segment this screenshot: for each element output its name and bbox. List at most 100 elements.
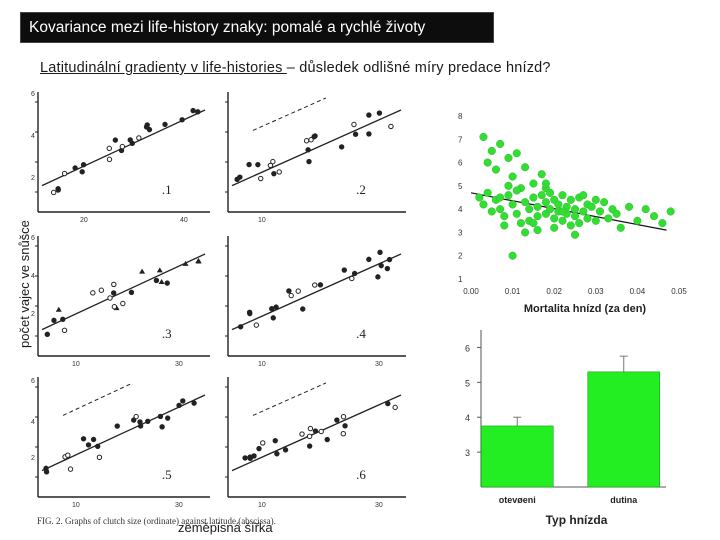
bar-y-tick-label: 5 [465, 378, 470, 388]
panel-point [179, 117, 185, 123]
panel-point [133, 413, 139, 420]
panel-point [386, 256, 393, 263]
panel-point [366, 256, 372, 263]
mortality-x-axis-label: Mortalita hnízd (za den) [524, 303, 647, 315]
panel-tick-label: 6 [31, 378, 35, 385]
panel-point [43, 469, 50, 475]
panel-point [306, 433, 313, 440]
panel-point [111, 304, 118, 310]
panel-point [65, 452, 71, 458]
mortality-data-point [550, 223, 559, 232]
panel-point [295, 288, 301, 294]
panel-point [114, 423, 120, 429]
panel-point [286, 288, 292, 294]
mortality-data-point [570, 230, 580, 239]
panel-point [247, 455, 253, 461]
panel-point [234, 176, 240, 183]
bar [480, 425, 554, 488]
panel-point [67, 466, 74, 472]
mortality-data-point [521, 228, 530, 237]
mortality-data-point [612, 209, 621, 218]
mortality-data-point [666, 207, 675, 216]
panel-point [341, 267, 348, 273]
mortality-data-point [587, 202, 596, 211]
mortality-data-point [554, 200, 563, 209]
mortality-data-point [625, 202, 634, 211]
mortality-data-point [545, 205, 555, 214]
panel-point [51, 317, 57, 324]
mortality-data-point [529, 219, 538, 228]
mortality-data-point [516, 219, 525, 228]
panel-point [349, 275, 355, 282]
bar-category-label: otevøeni [499, 495, 536, 505]
panel-point [288, 292, 294, 299]
panel-point [164, 280, 170, 286]
panel-point [162, 121, 168, 128]
panel-point [312, 428, 319, 434]
panel-point [247, 310, 253, 317]
panel-point [317, 282, 324, 288]
bar-y-tick-label: 3 [465, 448, 470, 458]
mortality-data-point [533, 212, 542, 221]
mortality-data-point [550, 214, 559, 223]
mortality-data-point [521, 198, 530, 207]
panel-point [338, 144, 345, 150]
mortality-data-point [575, 219, 584, 228]
mortality-data-point [504, 153, 513, 162]
panel-point [303, 138, 310, 144]
mortality-y-tick-label: 5 [458, 182, 463, 191]
panel-point [127, 137, 133, 143]
panel-point [366, 112, 372, 118]
panel-regression-line [41, 253, 206, 331]
panel-label: .1 [162, 182, 172, 197]
panel-point [153, 277, 160, 284]
panel-point [366, 131, 372, 137]
latitude-panel: .4 [225, 236, 406, 357]
panel-point [190, 107, 196, 114]
panel-point [307, 425, 314, 432]
mortality-data-point [533, 202, 542, 211]
mortality-data-point [558, 207, 567, 216]
left-y-axis-label: počet vajec ve snůšce [17, 220, 32, 348]
panel-tick-label: 10 [72, 502, 80, 509]
mortality-data-point [504, 181, 513, 190]
panel-regression-line [231, 253, 402, 331]
panel-point [158, 279, 165, 285]
panel-point [305, 147, 311, 153]
mortality-data-point [591, 195, 600, 204]
panel-dashed-line [252, 382, 327, 416]
mortality-data-point [604, 214, 613, 223]
latitude-panel: .1 [35, 92, 210, 213]
panel-point [255, 161, 261, 168]
panel-point [55, 187, 61, 193]
mortality-data-point [579, 207, 588, 216]
bar-y-tick-label: 6 [465, 343, 470, 353]
panel-point [156, 267, 163, 273]
mortality-y-tick-label: 7 [458, 135, 463, 144]
mortality-data-point [616, 223, 625, 232]
panel-point [139, 268, 146, 274]
mortality-data-point [529, 179, 538, 188]
panel-point [242, 455, 248, 461]
panel-point [318, 428, 324, 435]
panel-label: .6 [356, 467, 366, 482]
panel-point [269, 306, 275, 312]
panel-point [282, 447, 289, 453]
panel-point [145, 418, 151, 424]
panel-point [128, 289, 135, 296]
mortality-y-tick-label: 4 [458, 205, 463, 214]
mortality-data-point [558, 191, 567, 200]
left-x-axis-label: zeměpisná šířka [178, 520, 273, 535]
panel-point [253, 322, 260, 328]
panel-point [334, 417, 340, 423]
panel-point [258, 175, 264, 182]
latitude-panel: .5 [35, 377, 210, 498]
panel-point [98, 287, 105, 293]
panel-label: .3 [162, 326, 172, 341]
mortality-data-point [545, 188, 555, 197]
panel-point [256, 445, 262, 452]
panel-point [157, 413, 164, 420]
slide-subtitle: Latitudinální gradienty v life-histories… [40, 60, 551, 76]
mortality-y-tick-label: 1 [458, 275, 463, 284]
